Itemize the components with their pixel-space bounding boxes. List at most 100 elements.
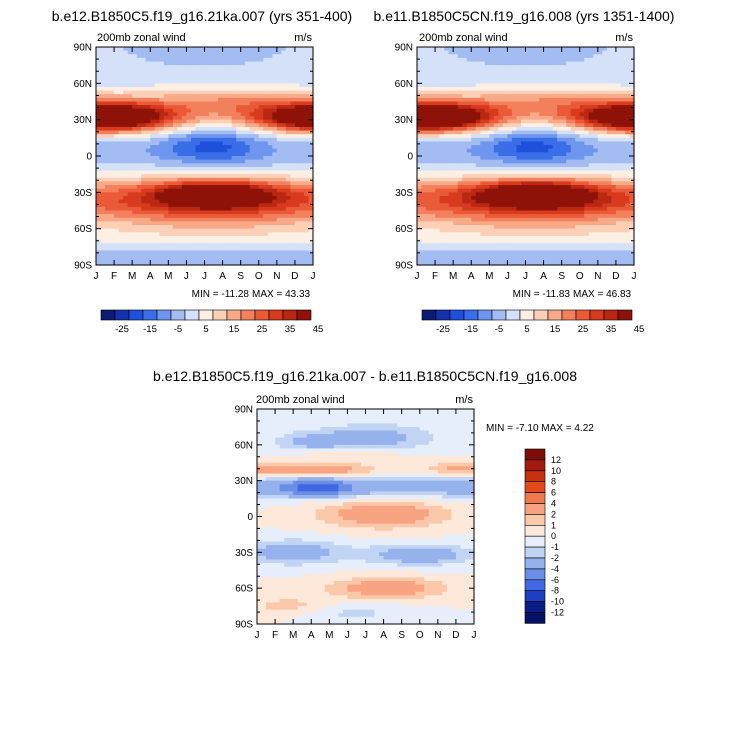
heatmap-cell bbox=[516, 130, 522, 135]
heatmap-cell bbox=[511, 83, 518, 88]
heatmap-cell bbox=[276, 119, 282, 124]
heatmap-cell bbox=[105, 68, 111, 74]
heatmap-cell bbox=[177, 210, 183, 215]
heatmap-cell bbox=[290, 79, 296, 84]
heatmap-cell bbox=[222, 156, 228, 161]
heatmap-cell bbox=[543, 47, 549, 52]
heatmap-cell bbox=[172, 116, 178, 121]
heatmap-cell bbox=[100, 246, 106, 252]
heatmap-cell bbox=[548, 134, 554, 139]
heatmap-cell bbox=[457, 192, 463, 197]
heatmap-cell bbox=[145, 192, 151, 197]
heatmap-cell bbox=[109, 174, 115, 179]
heatmap-cell bbox=[154, 254, 160, 259]
heatmap-cell bbox=[430, 159, 436, 164]
heatmap-cell bbox=[281, 101, 287, 106]
heatmap-cell bbox=[597, 188, 603, 193]
heatmap-cell bbox=[141, 97, 147, 103]
heatmap-cell bbox=[579, 123, 585, 128]
heatmap-cell bbox=[466, 83, 472, 88]
heatmap-cell bbox=[154, 57, 160, 63]
heatmap-cell bbox=[276, 130, 282, 135]
heatmap-cell bbox=[539, 57, 545, 63]
heatmap-cell bbox=[484, 130, 490, 135]
heatmap-cell bbox=[254, 163, 260, 168]
heatmap-cell bbox=[426, 195, 432, 201]
heatmap-cell bbox=[579, 90, 585, 95]
heatmap-cell bbox=[168, 163, 174, 168]
heatmap-cell bbox=[439, 119, 445, 124]
heatmap-cell bbox=[218, 54, 224, 59]
heatmap-cell bbox=[534, 108, 540, 113]
colorbar-box bbox=[212, 309, 228, 321]
heatmap-cell bbox=[606, 123, 612, 128]
heatmap-cell bbox=[258, 246, 264, 252]
heatmap-cell bbox=[267, 61, 273, 66]
heatmap-cell bbox=[584, 79, 590, 84]
heatmap-cell bbox=[227, 123, 233, 128]
heatmap-cell bbox=[249, 239, 255, 244]
heatmap-cell bbox=[484, 61, 490, 66]
heatmap-cell bbox=[566, 57, 572, 63]
heatmap-cell bbox=[606, 112, 612, 117]
heatmap-cell bbox=[141, 145, 147, 150]
heatmap-cell bbox=[231, 94, 237, 99]
heatmap-cell bbox=[507, 61, 513, 66]
heatmap-cell bbox=[127, 61, 133, 66]
heatmap-cell bbox=[611, 97, 617, 103]
heatmap-cell bbox=[181, 246, 188, 252]
heatmap-cell bbox=[561, 108, 567, 113]
heatmap-cell bbox=[507, 181, 513, 186]
heatmap-cell bbox=[159, 141, 165, 146]
heatmap-cell bbox=[272, 232, 278, 237]
heatmap-cell bbox=[258, 232, 264, 237]
heatmap-cell bbox=[154, 221, 160, 226]
heatmap-cell bbox=[240, 145, 246, 150]
heatmap-cell bbox=[222, 170, 228, 175]
heatmap-cell bbox=[213, 65, 219, 70]
heatmap-cell bbox=[285, 108, 291, 113]
heatmap-cell bbox=[584, 177, 590, 183]
heatmap-cell bbox=[181, 50, 188, 55]
heatmap-cell bbox=[181, 257, 188, 262]
heatmap-cell bbox=[281, 126, 287, 132]
heatmap-cell bbox=[525, 148, 531, 153]
heatmap-cell bbox=[258, 94, 264, 99]
heatmap-cell bbox=[299, 243, 305, 248]
heatmap-cell bbox=[154, 65, 160, 70]
heatmap-cell bbox=[181, 94, 188, 99]
heatmap-cell bbox=[114, 177, 120, 183]
heatmap-cell bbox=[435, 166, 441, 172]
heatmap-cell bbox=[240, 90, 246, 95]
heatmap-cell bbox=[222, 86, 228, 92]
heatmap-cell bbox=[281, 174, 287, 179]
heatmap-cell bbox=[231, 68, 237, 74]
heatmap-cell bbox=[168, 210, 174, 215]
heatmap-cell bbox=[502, 101, 509, 106]
heatmap-cell bbox=[421, 94, 427, 99]
heatmap-cell bbox=[471, 141, 477, 146]
heatmap-cell bbox=[624, 108, 631, 113]
heatmap-cell bbox=[453, 72, 459, 77]
heatmap-cell bbox=[430, 83, 436, 88]
heatmap-cell bbox=[552, 126, 558, 132]
heatmap-cell bbox=[471, 72, 477, 77]
heatmap-cell bbox=[448, 108, 454, 113]
heatmap-cell bbox=[195, 185, 201, 190]
heatmap-cell bbox=[498, 192, 504, 197]
heatmap-cell bbox=[145, 181, 151, 186]
heatmap-cell bbox=[100, 101, 106, 106]
heatmap-cell bbox=[629, 112, 635, 117]
heatmap-cell bbox=[159, 152, 165, 157]
heatmap-cell bbox=[154, 192, 160, 197]
heatmap-cell bbox=[457, 47, 463, 52]
heatmap-cell bbox=[127, 239, 133, 244]
x-tick-label: J bbox=[202, 271, 207, 282]
heatmap-cell bbox=[227, 61, 233, 66]
heatmap-cell bbox=[141, 101, 147, 106]
heatmap-cell bbox=[222, 137, 228, 143]
heatmap-cell bbox=[430, 101, 436, 106]
heatmap-cell bbox=[240, 94, 246, 99]
heatmap-cell bbox=[552, 174, 558, 179]
heatmap-cell bbox=[145, 68, 151, 74]
